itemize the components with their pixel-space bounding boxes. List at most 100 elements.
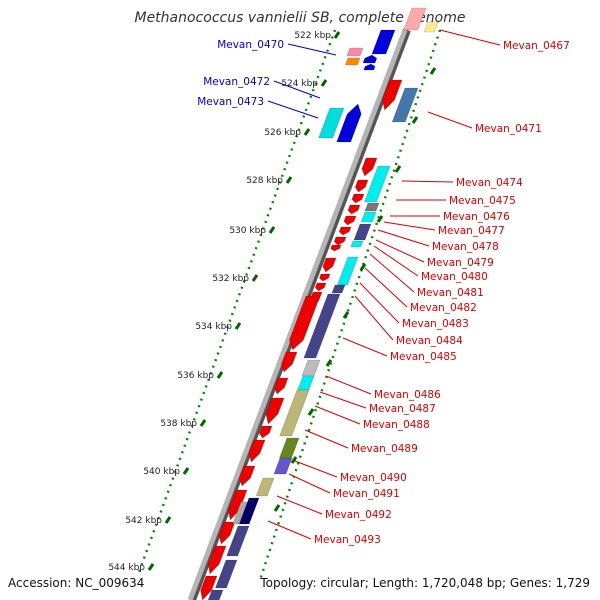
reverse-gene-arrow xyxy=(343,215,357,226)
reverse-gene-callout: Mevan_0479 xyxy=(375,239,494,269)
reverse-gene-callout: Mevan_0481 xyxy=(369,253,484,299)
reverse-gene-box xyxy=(337,256,359,286)
reverse-gene-box xyxy=(232,501,248,525)
scale-tick-label: 534 kbp xyxy=(195,322,232,332)
outer-scale-tick xyxy=(307,408,315,416)
reverse-gene-box xyxy=(303,293,341,359)
reverse-gene-arrow xyxy=(347,204,361,215)
reverse-gene-arrow xyxy=(319,273,331,282)
scale-tick: 534 kbp xyxy=(195,322,242,332)
scale-tick-label: 522 kbp xyxy=(294,31,331,41)
reverse-gene-arrow xyxy=(351,193,365,204)
scale-tick-label: 544 kbp xyxy=(108,563,145,573)
scale-tick: 528 kbp xyxy=(246,176,293,186)
reverse-gene-label: Mevan_0485 xyxy=(390,351,457,363)
reverse-gene-arrow xyxy=(354,179,369,193)
reverse-gene-box xyxy=(279,437,300,459)
forward-gene-label: Mevan_0470 xyxy=(217,39,284,51)
reverse-gene-arrow xyxy=(314,282,327,292)
forward-gene-box xyxy=(344,57,361,66)
outer-scale-tick xyxy=(273,504,281,512)
scale-tick-label: 528 kbp xyxy=(246,176,283,186)
reverse-gene-label: Mevan_0476 xyxy=(443,211,510,223)
reverse-gene-label: Mevan_0467 xyxy=(503,40,570,52)
reverse-gene-box xyxy=(363,165,391,203)
reverse-gene-box xyxy=(255,477,275,497)
forward-gene-arrow xyxy=(336,103,362,143)
reverse-gene-label: Mevan_0491 xyxy=(333,488,400,500)
forward-gene-box xyxy=(318,107,345,139)
scale-tick-label: 530 kbp xyxy=(229,226,266,236)
reverse-gene-label: Mevan_0483 xyxy=(402,318,469,330)
outer-scale-tick xyxy=(359,263,367,271)
reverse-gene-label: Mevan_0477 xyxy=(438,225,505,237)
topology-text: Topology: circular; Length: 1,720,048 bp… xyxy=(259,576,590,590)
forward-gene-arrow xyxy=(371,29,396,55)
reverse-gene-box xyxy=(297,375,315,391)
genome-backbone xyxy=(187,29,408,600)
reverse-gene-label: Mevan_0478 xyxy=(432,241,499,253)
forward-gene-callout: Mevan_0472 xyxy=(203,76,321,99)
reverse-gene-box xyxy=(423,21,439,33)
gene-labels: Mevan_0470 Mevan_0472 Mevan_0473 Mevan_0467… xyxy=(197,29,570,546)
outer-scale-tick xyxy=(411,116,419,124)
outer-scale-tick xyxy=(342,311,350,319)
scale-tick-label: 532 kbp xyxy=(212,274,249,284)
forward-gene-callout: Mevan_0470 xyxy=(217,39,337,56)
scale-tick: 522 kbp xyxy=(294,31,341,41)
reverse-gene-callout: Mevan_0476 xyxy=(390,211,510,223)
reverse-gene-label: Mevan_0490 xyxy=(340,472,407,484)
reverse-gene-callout: Mevan_0482 xyxy=(364,267,477,314)
reverse-gene-callout: Mevan_0484 xyxy=(354,295,463,347)
reverse-gene-arrow xyxy=(200,575,218,600)
scale-tick: 536 kbp xyxy=(177,371,224,381)
reverse-gene-callout: Mevan_0486 xyxy=(325,375,441,401)
reverse-gene-label: Mevan_0471 xyxy=(475,123,542,135)
forward-gene-arrow xyxy=(363,63,376,71)
scale-tick: 540 kbp xyxy=(143,467,190,477)
reverse-gene-label: Mevan_0492 xyxy=(325,509,392,521)
scale-tick-label: 542 kbp xyxy=(125,516,162,526)
reverse-gene-label: Mevan_0489 xyxy=(351,443,418,455)
reverse-gene-arrow xyxy=(338,226,352,236)
reverse-gene-box xyxy=(391,87,419,123)
reverse-gene-callout: Mevan_0483 xyxy=(359,282,469,330)
reverse-gene-callout: Mevan_0491 xyxy=(288,473,400,500)
scale-tick-label: 524 kbp xyxy=(281,79,318,89)
reverse-gene-callout: Mevan_0489 xyxy=(304,429,418,455)
reverse-gene-callout: Mevan_0477 xyxy=(383,221,505,237)
reverse-gene-callout: Mevan_0488 xyxy=(314,405,430,431)
reverse-gene-label: Mevan_0488 xyxy=(363,419,430,431)
outer-scale-tick xyxy=(290,456,298,464)
scale-tick: 526 kbp xyxy=(264,128,311,138)
reverse-gene-box xyxy=(364,202,380,212)
reverse-gene-box xyxy=(207,589,224,600)
reverse-gene-label: Mevan_0486 xyxy=(374,389,441,401)
reverse-gene-box xyxy=(403,7,427,31)
reverse-gene-label: Mevan_0479 xyxy=(427,257,494,269)
reverse-gene-box xyxy=(226,525,250,557)
reverse-gene-arrow xyxy=(382,79,403,111)
scale-tick: 524 kbp xyxy=(281,79,328,89)
reverse-gene-box xyxy=(301,359,321,377)
reverse-gene-label: Mevan_0474 xyxy=(456,177,523,189)
reverse-gene-arrow xyxy=(218,521,236,545)
reverse-gene-box xyxy=(273,457,293,475)
reverse-gene-arrow xyxy=(333,236,347,246)
reverse-gene-label: Mevan_0475 xyxy=(449,195,516,207)
reverse-gene-callout: Mevan_0474 xyxy=(401,177,523,189)
accession-text: Accession: NC_009634 xyxy=(8,576,144,590)
reverse-gene-box xyxy=(279,389,310,437)
reverse-gene-arrow xyxy=(289,295,321,351)
scale-tick: 530 kbp xyxy=(229,226,276,236)
reverse-gene-arrow xyxy=(265,397,285,425)
reverse-gene-arrow xyxy=(228,489,248,521)
reverse-gene-arrow xyxy=(281,351,298,373)
reverse-gene-callout: Mevan_0475 xyxy=(396,195,516,207)
reverse-gene-arrow xyxy=(239,465,256,487)
reverse-gene-box xyxy=(238,497,260,525)
scale-tick-label: 536 kbp xyxy=(177,371,214,381)
reverse-gene-arrow xyxy=(207,545,227,575)
outer-scale-tick xyxy=(325,359,333,367)
